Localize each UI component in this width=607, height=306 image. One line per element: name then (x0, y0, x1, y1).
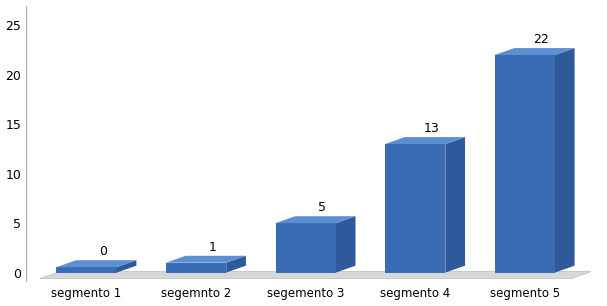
Text: 0: 0 (99, 245, 107, 258)
Polygon shape (446, 137, 465, 273)
Polygon shape (166, 256, 246, 263)
Polygon shape (117, 260, 137, 273)
Polygon shape (226, 256, 246, 273)
Text: 13: 13 (424, 122, 439, 135)
Text: 5: 5 (318, 201, 326, 214)
Polygon shape (385, 137, 465, 144)
Text: 22: 22 (534, 33, 549, 46)
Polygon shape (276, 216, 356, 223)
Polygon shape (495, 48, 575, 55)
Polygon shape (40, 272, 591, 278)
Polygon shape (56, 260, 137, 267)
Text: 1: 1 (209, 241, 217, 254)
Polygon shape (385, 144, 446, 273)
Polygon shape (166, 263, 226, 273)
Polygon shape (495, 55, 555, 273)
Polygon shape (336, 216, 356, 273)
Polygon shape (56, 267, 117, 273)
Polygon shape (276, 223, 336, 273)
Polygon shape (555, 48, 575, 273)
